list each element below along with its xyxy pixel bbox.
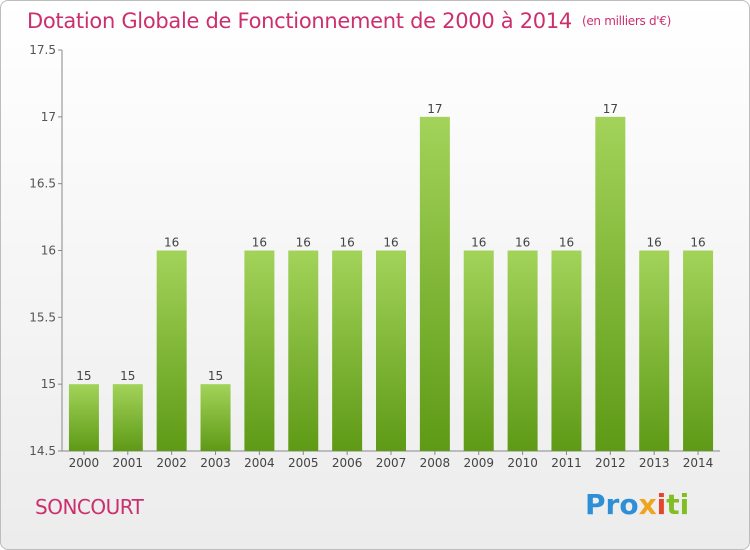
chart-title-text: Dotation Globale de Fonctionnement de 20… [27,9,572,33]
x-tick-label: 2005 [288,456,319,470]
data-label-2013: 16 [647,236,662,250]
x-tick-label: 2008 [420,456,451,470]
data-label-2002: 16 [164,236,179,250]
x-tick-label: 2010 [507,456,538,470]
chart-data-labels: 15 15 16 15 16 16 16 16 17 16 16 16 17 16 16 [76,102,705,383]
data-label-2012: 17 [603,102,618,116]
chart-bars [68,116,714,451]
bar-2014 [683,250,714,451]
chart-axes: 14.5 15 15.5 16 16.5 17 17.5 2000 2001 2002 2003 20… [29,43,720,470]
x-tick-label: 2004 [244,456,275,470]
y-tick-label: 15.5 [29,310,56,324]
data-label-2010: 16 [515,236,530,250]
x-tick-label: 2002 [156,456,187,470]
data-label-2004: 16 [252,236,267,250]
logo-part-3: i [656,488,667,521]
bar-2013 [639,250,670,451]
x-tick-label: 2000 [69,456,100,470]
bar-2004 [244,250,275,451]
y-tick-label: 14.5 [29,444,56,458]
x-tick-label: 2001 [113,456,144,470]
data-label-2011: 16 [559,236,574,250]
data-label-2009: 16 [471,236,486,250]
x-tick-label: 2014 [683,456,714,470]
logo-part-1: Pro [585,488,639,521]
logo-part-4: ti [666,488,690,521]
bar-2005 [288,250,319,451]
data-label-2001: 15 [120,369,135,383]
x-tick-label: 2011 [551,456,582,470]
x-tick-label: 2006 [332,456,363,470]
bar-2008 [419,116,450,451]
bar-2003 [200,384,231,451]
bar-2002 [156,250,187,451]
commune-name: SONCOURT [35,495,144,519]
data-label-2007: 16 [383,236,398,250]
data-label-2014: 16 [690,236,705,250]
bar-2007 [376,250,406,451]
bar-2001 [112,384,143,451]
logo-part-2: x [638,488,657,521]
y-tick-label: 15 [41,377,56,391]
y-tick-label: 16.5 [29,177,56,191]
chart-subtitle: (en milliers d'€) [581,14,671,28]
data-label-2008: 17 [427,102,442,116]
x-tick-label: 2007 [376,456,407,470]
bar-2009 [463,250,494,451]
x-tick-label: 2013 [639,456,670,470]
y-tick-label: 17.5 [29,43,56,57]
x-tick-label: 2009 [463,456,494,470]
data-label-2006: 16 [339,236,354,250]
x-tick-label: 2003 [200,456,231,470]
bar-2006 [332,250,363,451]
data-label-2003: 15 [208,369,223,383]
bar-2011 [551,250,582,451]
proxiti-logo[interactable]: Proxiti [585,488,689,521]
data-label-2000: 15 [76,369,91,383]
bar-2010 [507,250,538,451]
y-tick-label: 17 [41,110,56,124]
chart-title: Dotation Globale de Fonctionnement de 20… [27,9,671,33]
y-tick-label: 16 [41,244,56,258]
bar-2012 [595,116,626,451]
data-label-2005: 16 [296,236,311,250]
bar-2000 [68,384,99,451]
x-tick-label: 2012 [595,456,626,470]
